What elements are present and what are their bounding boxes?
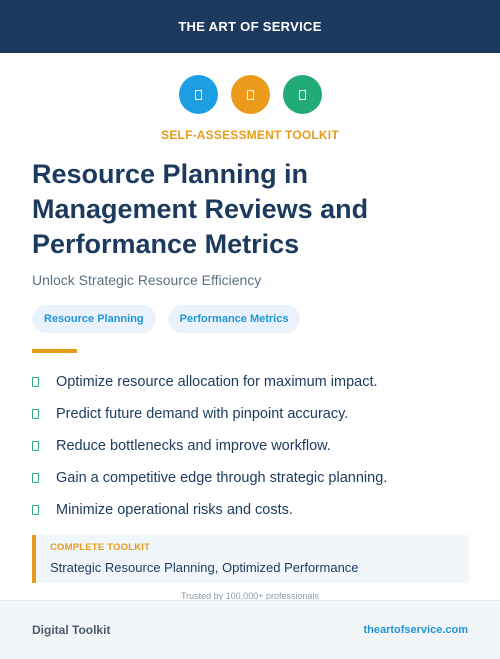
- footer-bar: Digital Toolkit theartofservice.com: [0, 600, 500, 659]
- check-icon: [32, 441, 39, 451]
- placeholder-glyph-icon: [194, 89, 202, 100]
- trusted-note: Trusted by 100,000+ professionals: [180, 591, 319, 600]
- feature-item: Predict future demand with pinpoint accu…: [32, 398, 472, 430]
- toolkit-callout: COMPLETE TOOLKIT Strategic Resource Plan…: [32, 535, 469, 583]
- check-icon: [32, 505, 39, 515]
- placeholder-glyph-icon: [298, 89, 306, 100]
- callout-label: COMPLETE TOOLKIT: [50, 542, 151, 553]
- title-line: Management Reviews and: [32, 194, 369, 224]
- footer-label: Digital Toolkit: [32, 623, 111, 637]
- feature-text: Optimize resource allocation for maximum…: [56, 374, 378, 390]
- subtitle: Unlock Strategic Resource Efficiency: [32, 272, 262, 288]
- brand-name: THE ART OF SERVICE: [178, 19, 322, 34]
- placeholder-glyph-icon: [246, 89, 254, 100]
- tag-resource-planning: Resource Planning: [32, 305, 156, 333]
- feature-item: Reduce bottlenecks and improve workflow.: [32, 430, 472, 462]
- icon-row: [0, 75, 500, 114]
- feature-text: Predict future demand with pinpoint accu…: [56, 406, 349, 422]
- feature-text: Gain a competitive edge through strategi…: [56, 470, 388, 486]
- feature-item: Minimize operational risks and costs.: [32, 494, 472, 526]
- kicker-label: SELF-ASSESSMENT TOOLKIT: [161, 128, 339, 142]
- title-line: Resource Planning in: [32, 159, 309, 189]
- feature-list: Optimize resource allocation for maximum…: [32, 366, 472, 526]
- check-icon: [32, 377, 39, 387]
- check-icon: [32, 473, 39, 483]
- blue-icon: [178, 75, 218, 114]
- accent-divider: [32, 349, 77, 353]
- orange-icon: [230, 75, 270, 114]
- feature-item: Gain a competitive edge through strategi…: [32, 462, 472, 494]
- footer-link[interactable]: theartofservice.com: [363, 624, 468, 636]
- feature-item: Optimize resource allocation for maximum…: [32, 366, 472, 398]
- title-line: Performance Metrics: [32, 229, 300, 259]
- tag-performance-metrics: Performance Metrics: [167, 305, 301, 333]
- feature-text: Reduce bottlenecks and improve workflow.: [56, 438, 331, 454]
- feature-text: Minimize operational risks and costs.: [56, 502, 293, 518]
- green-icon: [282, 75, 322, 114]
- page-title: Resource Planning in Management Reviews …: [32, 157, 472, 262]
- tag-list: Resource Planning Performance Metrics: [32, 305, 301, 333]
- header-bar: THE ART OF SERVICE: [0, 0, 500, 53]
- check-icon: [32, 409, 39, 419]
- callout-text: Strategic Resource Planning, Optimized P…: [50, 560, 359, 575]
